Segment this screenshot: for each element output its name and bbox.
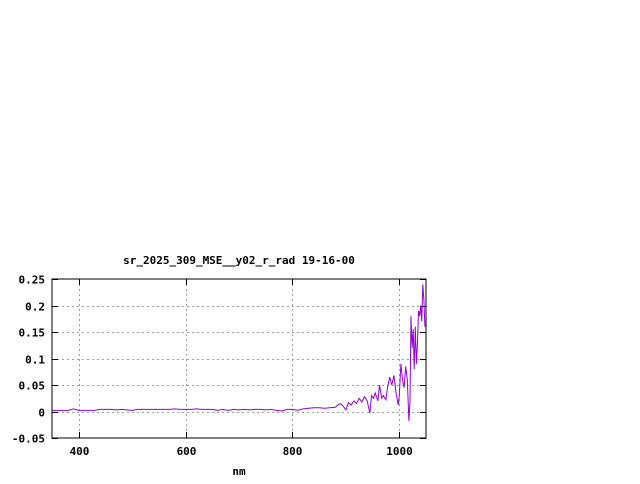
- y-tick-label: 0.15: [19, 327, 46, 340]
- y-tick-label: 0: [38, 407, 45, 420]
- y-tick-label: 0.25: [19, 274, 46, 287]
- x-tick-label: 400: [70, 445, 90, 458]
- series-line: [52, 284, 426, 422]
- y-tick-label: 0.1: [25, 354, 45, 367]
- x-tick-label: 600: [177, 445, 197, 458]
- x-axis-label: nm: [232, 465, 246, 478]
- x-tick-label: 800: [283, 445, 303, 458]
- y-tick-label: 0.2: [25, 301, 45, 314]
- x-tick-label: 1000: [386, 445, 413, 458]
- plot-border: [51, 278, 427, 439]
- y-tick-label: -0.05: [12, 433, 45, 446]
- y-tick-label: 0.05: [19, 380, 46, 393]
- chart-title: sr_2025_309_MSE__y02_r_rad 19-16-00: [123, 254, 355, 267]
